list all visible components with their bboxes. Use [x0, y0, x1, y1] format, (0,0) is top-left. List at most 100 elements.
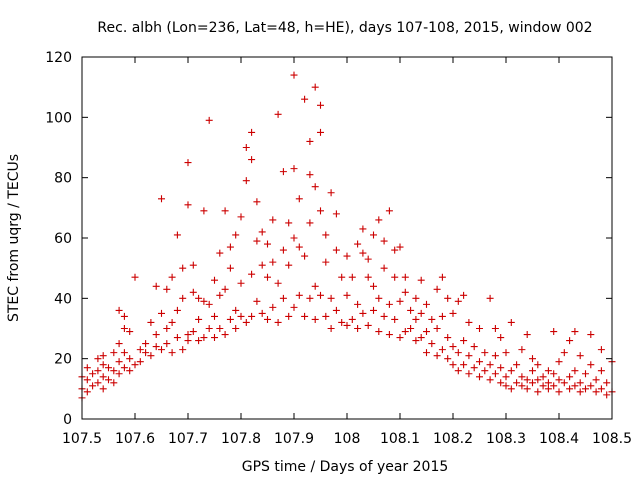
data-point: [597, 367, 605, 375]
data-point: [433, 325, 441, 332]
data-point: [396, 334, 404, 342]
data-point: [195, 294, 203, 302]
data-point: [370, 231, 377, 239]
data-point: [423, 349, 430, 357]
data-point: [555, 388, 563, 396]
data-point: [391, 315, 399, 323]
data-point: [115, 306, 123, 314]
data-point: [152, 343, 160, 351]
data-point: [417, 309, 425, 317]
data-point: [476, 373, 483, 381]
data-point: [359, 309, 367, 317]
data-point: [412, 294, 420, 302]
data-point: [566, 373, 574, 381]
data-point: [311, 282, 319, 290]
data-point: [423, 328, 430, 336]
data-point: [200, 334, 208, 342]
data-point: [576, 388, 584, 396]
data-point: [438, 312, 446, 320]
data-point: [211, 276, 218, 284]
data-point: [417, 276, 425, 284]
data-point: [142, 340, 150, 348]
data-point: [529, 367, 536, 375]
data-point: [226, 243, 234, 251]
data-point: [555, 358, 563, 366]
y-tick-label: 80: [54, 171, 72, 187]
x-tick-label: 107.8: [221, 431, 261, 447]
data-point: [539, 382, 547, 390]
data-point: [306, 219, 314, 227]
data-point: [380, 312, 388, 320]
data-point: [481, 367, 489, 375]
data-point: [184, 159, 192, 167]
data-point: [491, 352, 499, 360]
data-point: [332, 246, 340, 254]
data-point: [126, 367, 134, 375]
data-point: [232, 231, 240, 239]
data-point: [189, 261, 197, 269]
data-point: [539, 373, 547, 381]
data-point: [189, 288, 197, 296]
x-axis-title: GPS time / Days of year 2015: [242, 459, 449, 475]
data-point: [513, 361, 521, 369]
data-point: [587, 361, 595, 369]
data-point: [401, 273, 409, 281]
data-point: [83, 376, 91, 384]
data-point: [454, 297, 462, 305]
data-point: [211, 334, 218, 342]
x-tick-label: 107.5: [62, 431, 102, 447]
y-tick-label: 20: [54, 352, 72, 368]
data-point: [444, 294, 452, 302]
data-point: [120, 349, 128, 357]
data-point: [147, 318, 155, 326]
data-point: [147, 352, 155, 360]
data-point: [295, 243, 303, 251]
data-point: [120, 364, 128, 372]
data-point: [126, 328, 134, 336]
data-point: [311, 83, 319, 91]
data-point: [428, 340, 436, 348]
data-point: [253, 297, 261, 305]
y-axis: 0 20 40 60 80 100 120: [45, 50, 612, 428]
data-point: [523, 376, 531, 384]
data-point: [158, 346, 165, 354]
data-point: [476, 325, 483, 332]
x-axis: 107.5 107.6 107.7 107.8 107.9 108 108.1 108.2 10…: [62, 57, 632, 447]
data-point: [248, 128, 256, 136]
data-point: [454, 367, 462, 375]
data-point: [94, 355, 102, 363]
data-point: [454, 349, 462, 357]
data-point: [444, 355, 452, 363]
data-point: [576, 379, 584, 387]
data-point: [603, 379, 611, 387]
data-point: [120, 312, 128, 320]
data-point: [274, 318, 282, 326]
data-point: [460, 337, 468, 345]
data-point: [120, 325, 128, 332]
data-point: [438, 346, 446, 354]
data-point: [566, 385, 574, 393]
data-point: [491, 325, 499, 332]
data-point: [115, 340, 123, 348]
data-point: [142, 349, 150, 357]
data-point: [158, 195, 165, 203]
data-point: [597, 385, 605, 393]
data-point: [327, 189, 335, 197]
data-point: [221, 207, 229, 215]
data-point: [269, 303, 277, 311]
data-point: [507, 385, 515, 393]
data-point: [486, 294, 494, 302]
data-point: [285, 219, 293, 227]
data-point: [412, 315, 420, 323]
data-point: [338, 318, 346, 326]
data-point: [359, 225, 367, 233]
data-point: [258, 309, 266, 317]
data-point: [343, 321, 351, 329]
y-tick-label: 40: [54, 291, 72, 307]
data-point: [566, 337, 574, 345]
data-point: [560, 349, 568, 357]
data-point: [173, 231, 181, 239]
data-point: [444, 334, 452, 342]
data-point: [179, 294, 187, 302]
data-point: [491, 370, 499, 378]
